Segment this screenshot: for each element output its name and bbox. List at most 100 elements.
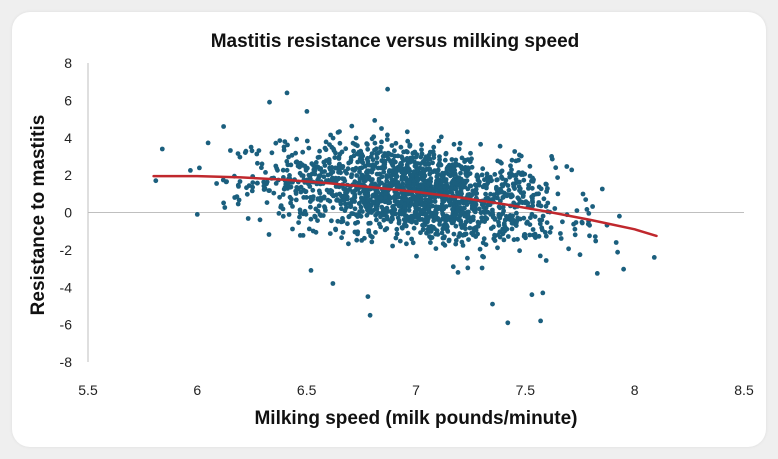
scatter-point bbox=[395, 153, 401, 159]
scatter-point bbox=[534, 191, 539, 197]
scatter-point bbox=[337, 161, 342, 167]
scatter-point bbox=[315, 164, 321, 170]
scatter-point bbox=[406, 166, 412, 172]
scatter-point bbox=[354, 173, 360, 178]
scatter-point bbox=[295, 163, 301, 169]
scatter-point bbox=[361, 188, 366, 194]
scatter-point bbox=[505, 320, 511, 326]
scatter-point bbox=[479, 265, 485, 271]
scatter-point bbox=[358, 213, 364, 219]
scatter-point bbox=[391, 157, 396, 163]
scatter-point bbox=[508, 163, 513, 169]
scatter-point bbox=[254, 151, 260, 157]
scatter-point bbox=[425, 216, 431, 222]
x-tick-label: 7.5 bbox=[516, 382, 536, 398]
scatter-point bbox=[413, 200, 419, 206]
scatter-point bbox=[237, 154, 243, 160]
scatter-point bbox=[414, 196, 420, 202]
scatter-point bbox=[449, 201, 455, 207]
scatter-point bbox=[420, 177, 425, 182]
scatter-point bbox=[411, 169, 417, 175]
scatter-point bbox=[332, 155, 338, 161]
scatter-point bbox=[374, 196, 379, 201]
scatter-point bbox=[480, 184, 486, 190]
scatter-point bbox=[463, 200, 469, 206]
scatter-point bbox=[325, 197, 331, 203]
scatter-point bbox=[369, 239, 375, 245]
scatter-point bbox=[367, 197, 373, 203]
scatter-point bbox=[449, 218, 455, 223]
scatter-point bbox=[235, 201, 241, 207]
scatter-point bbox=[446, 238, 452, 244]
scatter-point bbox=[496, 204, 502, 210]
scatter-point bbox=[379, 165, 385, 171]
scatter-point bbox=[373, 188, 379, 194]
scatter-point bbox=[263, 170, 268, 175]
scatter-point bbox=[462, 213, 467, 219]
scatter-point bbox=[301, 195, 307, 200]
scatter-point bbox=[507, 174, 513, 180]
scatter-point bbox=[453, 241, 459, 247]
scatter-point bbox=[421, 217, 427, 223]
scatter-point bbox=[431, 155, 437, 161]
x-axis-label: Milking speed (milk pounds/minute) bbox=[254, 408, 577, 429]
scatter-point bbox=[259, 161, 265, 167]
y-tick-label: -6 bbox=[60, 317, 73, 333]
scatter-point bbox=[390, 216, 395, 222]
scatter-point bbox=[615, 249, 620, 255]
scatter-point bbox=[411, 182, 417, 188]
scatter-point bbox=[496, 213, 502, 218]
scatter-point bbox=[235, 151, 241, 157]
scatter-point bbox=[433, 213, 439, 219]
scatter-point bbox=[521, 177, 527, 183]
scatter-point bbox=[379, 126, 384, 131]
scatter-point bbox=[264, 200, 270, 206]
scatter-point bbox=[354, 237, 360, 243]
scatter-point bbox=[344, 189, 350, 195]
scatter-point bbox=[379, 180, 384, 186]
scatter-point bbox=[532, 231, 538, 237]
scatter-point bbox=[357, 209, 362, 215]
scatter-point bbox=[490, 209, 495, 215]
scatter-point bbox=[433, 246, 439, 252]
scatter-point bbox=[286, 212, 292, 217]
scatter-point bbox=[357, 190, 363, 196]
scatter-point bbox=[329, 188, 335, 194]
scatter-point bbox=[467, 171, 472, 177]
scatter-point bbox=[358, 204, 364, 210]
scatter-point bbox=[293, 150, 298, 156]
scatter-point bbox=[352, 206, 358, 212]
scatter-point bbox=[420, 202, 426, 208]
scatter-point bbox=[465, 265, 471, 271]
scatter-point bbox=[484, 171, 490, 177]
scatter-point bbox=[304, 109, 310, 114]
scatter-point bbox=[413, 204, 419, 210]
scatter-point bbox=[480, 240, 486, 246]
scatter-point bbox=[355, 219, 361, 225]
scatter-point bbox=[517, 248, 522, 254]
scatter-point bbox=[451, 180, 457, 186]
scatter-point bbox=[507, 171, 512, 177]
scatter-point bbox=[495, 245, 500, 251]
scatter-point bbox=[480, 166, 486, 172]
y-tick-label: -2 bbox=[60, 242, 73, 258]
scatter-point bbox=[311, 167, 317, 173]
scatter-point bbox=[366, 228, 372, 233]
scatter-point bbox=[440, 216, 445, 222]
scatter-point bbox=[391, 194, 397, 200]
x-tick-label: 8 bbox=[631, 382, 639, 398]
scatter-point bbox=[514, 210, 519, 216]
scatter-point bbox=[455, 208, 461, 214]
scatter-point bbox=[587, 222, 592, 228]
scatter-point bbox=[221, 200, 227, 206]
scatter-point bbox=[587, 233, 592, 239]
scatter-point bbox=[426, 209, 432, 215]
scatter-point bbox=[306, 226, 312, 232]
scatter-point bbox=[405, 184, 411, 190]
scatter-point bbox=[529, 185, 535, 191]
scatter-point bbox=[365, 170, 370, 176]
scatter-point bbox=[460, 243, 466, 248]
scatter-point bbox=[333, 150, 338, 156]
scatter-point bbox=[340, 176, 345, 182]
scatter-point bbox=[452, 161, 458, 167]
